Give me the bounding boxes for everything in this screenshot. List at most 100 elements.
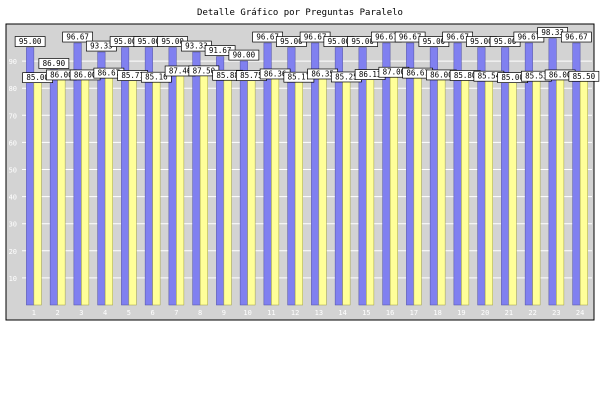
data-label-series-2-box	[568, 70, 600, 82]
y-tick-label: 70	[9, 112, 17, 120]
x-tick-label: 2	[56, 309, 60, 317]
data-label-series-1-box	[561, 31, 592, 43]
data-label-series-2: 85.80	[454, 71, 477, 80]
y-tick-label: 60	[9, 139, 17, 147]
y-tick-label: 10	[9, 275, 17, 283]
y-tick-label: 30	[9, 221, 17, 229]
bar-series-1	[216, 56, 225, 306]
bar-series-2	[271, 70, 280, 306]
x-tick-label: 18	[433, 309, 441, 317]
bar-series-2	[413, 69, 422, 306]
bar-series-1	[239, 60, 248, 306]
bar-series-1	[382, 42, 391, 306]
data-label-series-1: 95.00	[114, 37, 137, 46]
bar-series-2	[152, 73, 161, 306]
data-label-series-1: 96.67	[304, 33, 327, 42]
data-label-series-1: 96.67	[399, 33, 422, 42]
bar-series-2	[81, 71, 90, 306]
bar-series-1	[49, 69, 58, 306]
x-tick-label: 20	[481, 309, 489, 317]
data-label-series-1: 95.00	[494, 37, 517, 46]
bar-series-1	[287, 47, 296, 306]
data-label-series-1: 96.67	[256, 33, 279, 42]
x-tick-label: 12	[291, 309, 299, 317]
bar-series-1	[192, 51, 201, 306]
data-label-series-1: 91.67	[209, 46, 232, 55]
bar-series-1	[429, 47, 438, 306]
bar-series-1	[453, 42, 462, 306]
x-tick-label: 15	[362, 309, 370, 317]
bar-series-2	[342, 73, 351, 306]
bar-series-1	[168, 47, 177, 306]
data-label-series-2: 86.00	[74, 70, 97, 79]
bar-series-1	[121, 47, 130, 306]
data-label-series-1: 93.33	[185, 42, 208, 51]
bar-series-2	[461, 72, 470, 306]
bar-series-2	[223, 72, 232, 306]
x-tick-label: 8	[198, 309, 202, 317]
bar-series-1	[26, 47, 35, 306]
x-tick-label: 23	[552, 309, 560, 317]
x-tick-label: 7	[174, 309, 178, 317]
bar-series-2	[104, 69, 113, 306]
data-label-series-2: 87.50	[193, 66, 216, 75]
data-label-series-1: 93.33	[90, 42, 113, 51]
bar-series-2	[508, 74, 517, 306]
data-label-series-2: 85.77	[121, 71, 144, 80]
data-label-series-1: 98.33	[541, 28, 564, 37]
data-label-series-1: 96.67	[565, 33, 588, 42]
bar-series-1	[144, 47, 153, 306]
data-label-series-1: 95.00	[351, 37, 374, 46]
data-label-series-1: 95.00	[423, 37, 446, 46]
data-label-series-1: 96.67	[66, 33, 89, 42]
bar-series-1	[73, 42, 82, 306]
x-tick-label: 16	[386, 309, 394, 317]
data-label-series-1-box	[228, 49, 260, 61]
data-label-series-2: 86.00	[50, 70, 73, 79]
data-label-series-2: 85.53	[525, 72, 548, 81]
data-label-series-1: 95.00	[328, 37, 351, 46]
data-label-series-2: 86.67	[98, 69, 121, 78]
data-label-series-2: 85.17	[288, 73, 311, 82]
bar-series-2	[484, 72, 493, 306]
bar-series-2	[199, 67, 208, 306]
data-label-series-1: 90.00	[233, 51, 256, 60]
data-label-series-2: 86.00	[430, 70, 453, 79]
x-tick-label: 3	[79, 309, 83, 317]
data-label-series-2: 85.16	[145, 73, 168, 82]
data-label-series-1: 95.00	[161, 37, 184, 46]
data-label-series-1: 95.00	[470, 37, 493, 46]
bar-series-2	[366, 71, 375, 306]
x-tick-label: 10	[243, 309, 251, 317]
data-label-series-1: 95.00	[280, 37, 303, 46]
bar-series-1	[97, 51, 106, 306]
x-tick-label: 1	[32, 309, 36, 317]
bar-series-1	[477, 47, 486, 306]
data-label-series-1-box	[62, 31, 93, 43]
x-tick-label: 22	[528, 309, 536, 317]
data-label-series-1: 96.67	[518, 33, 541, 42]
x-tick-label: 24	[576, 309, 584, 317]
bar-series-1	[572, 42, 581, 306]
y-tick-label: 90	[9, 58, 17, 66]
y-tick-label: 80	[9, 85, 17, 93]
y-tick-label: 40	[9, 194, 17, 202]
x-tick-label: 14	[338, 309, 346, 317]
bar-series-2	[318, 70, 327, 306]
bar-series-2	[437, 71, 446, 306]
data-label-series-2: 85.00	[26, 73, 49, 82]
bar-series-2	[389, 68, 398, 306]
data-label-series-2: 86.35	[311, 69, 334, 78]
data-label-series-2-box	[141, 71, 172, 83]
x-tick-label: 6	[151, 309, 155, 317]
data-label-series-2: 85.00	[501, 73, 524, 82]
y-tick-label: 50	[9, 167, 17, 175]
bar-series-1	[501, 47, 510, 306]
bar-series-1	[406, 42, 415, 306]
data-label-series-2: 87.46	[169, 66, 192, 75]
bar-series-2	[294, 73, 303, 306]
x-tick-label: 4	[103, 309, 107, 317]
data-label-series-1: 96.67	[446, 33, 469, 42]
data-label-series-2: 85.50	[573, 72, 596, 81]
data-label-series-2: 86.36	[264, 69, 287, 78]
